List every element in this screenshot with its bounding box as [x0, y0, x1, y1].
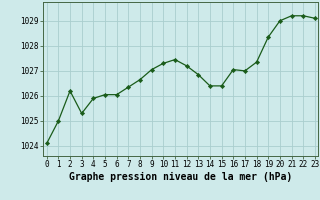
X-axis label: Graphe pression niveau de la mer (hPa): Graphe pression niveau de la mer (hPa) — [69, 172, 292, 182]
